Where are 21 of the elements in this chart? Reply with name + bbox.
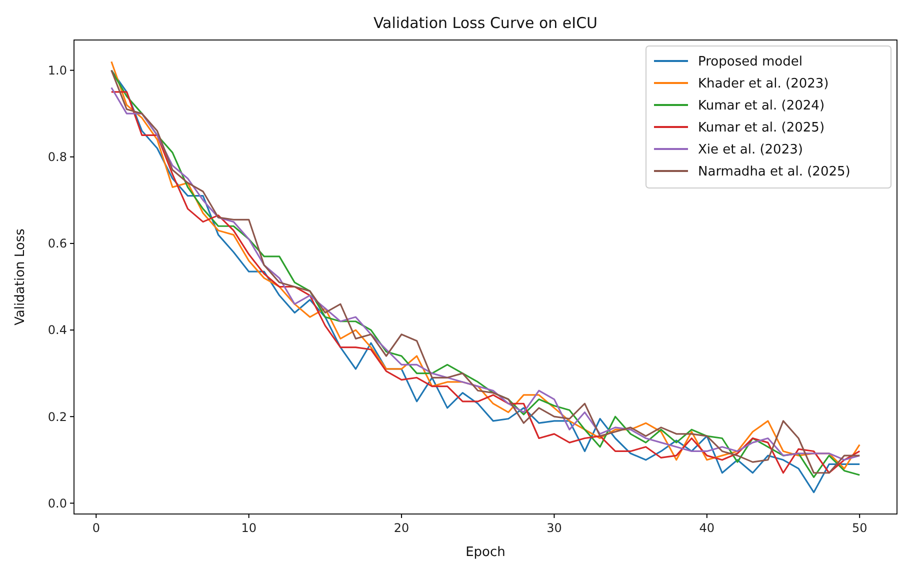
y-tick-label: 0.8 [48, 150, 67, 164]
x-tick-label: 20 [394, 521, 410, 535]
chart-title: Validation Loss Curve on eICU [373, 14, 598, 32]
legend-label: Khader et al. (2023) [698, 76, 829, 92]
legend-label: Proposed model [698, 54, 802, 70]
x-tick-label: 50 [852, 521, 868, 535]
y-tick-label: 0.0 [48, 496, 67, 510]
legend-label: Xie et al. (2023) [698, 142, 803, 158]
x-tick-label: 10 [241, 521, 256, 535]
y-tick-label: 0.2 [48, 410, 67, 424]
x-axis-title: Epoch [466, 545, 506, 560]
x-tick-label: 30 [546, 521, 562, 535]
legend-label: Kumar et al. (2025) [698, 120, 825, 136]
x-tick-label: 40 [699, 521, 715, 535]
y-tick-label: 0.6 [48, 236, 67, 251]
legend-label: Narmadha et al. (2025) [698, 164, 850, 180]
x-tick-label: 0 [92, 521, 100, 535]
y-axis-title: Validation Loss [13, 228, 28, 326]
y-tick-label: 1.0 [48, 64, 67, 78]
legend-label: Kumar et al. (2024) [698, 98, 825, 114]
y-tick-label: 0.4 [48, 323, 67, 338]
